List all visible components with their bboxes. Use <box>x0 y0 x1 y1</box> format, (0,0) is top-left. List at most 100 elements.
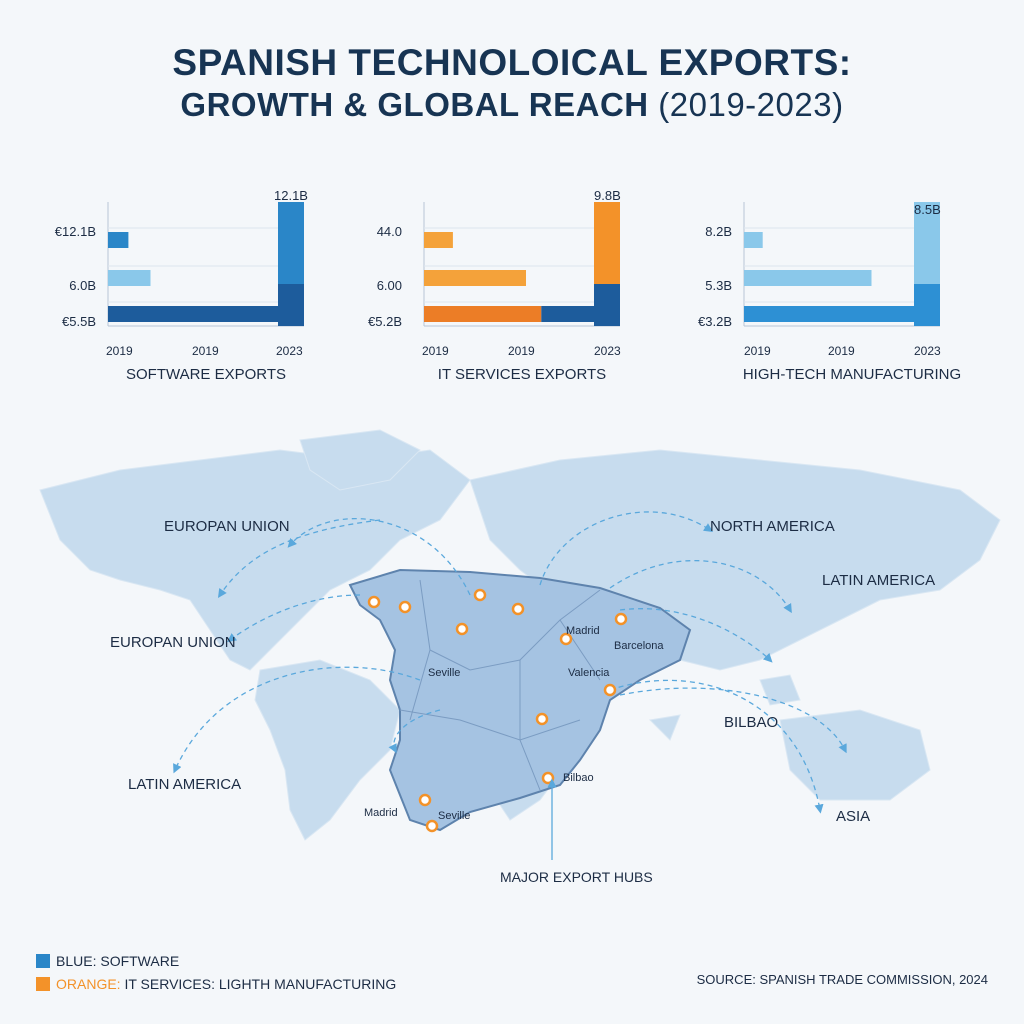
y-label-1: 44.0 <box>376 224 402 239</box>
city-label-valencia: Valencia <box>568 667 610 679</box>
y-label-3: €5.2B <box>368 314 402 329</box>
legend-swatch-blue <box>36 954 50 968</box>
legend-software: BLUE: SOFTWARE <box>36 953 179 969</box>
bar <box>594 284 620 326</box>
chart-it-services-svg <box>423 202 620 327</box>
bar <box>914 284 940 326</box>
bar <box>108 306 304 322</box>
bar <box>914 202 940 284</box>
route-10 <box>619 687 847 754</box>
city-label-madrid: Madrid <box>566 625 600 637</box>
bar <box>278 284 304 326</box>
region-label-bilbao: BILBAO <box>724 714 779 731</box>
legend-swatch-orange <box>36 977 50 991</box>
hub-marker <box>455 622 469 636</box>
bar <box>424 232 453 248</box>
trade-route-arrows <box>173 511 847 814</box>
y-label-1: €12.1B <box>54 224 96 239</box>
bar <box>594 202 620 284</box>
hub-marker <box>425 819 439 833</box>
hub-marker <box>541 771 555 785</box>
source-note: SOURCE: SPANISH TRADE COMMISSION, 2024 <box>696 972 988 987</box>
route-8 <box>619 608 773 663</box>
hub-marker <box>473 588 487 602</box>
bar <box>108 232 129 248</box>
y-label-2: 6.00 <box>376 278 402 293</box>
export-hub-markers <box>367 588 628 833</box>
route-2 <box>217 519 381 599</box>
world-map <box>39 429 1001 860</box>
top-value-label: 12.1B <box>274 188 308 203</box>
bar <box>744 232 763 248</box>
route-1 <box>287 517 471 596</box>
hub-marker <box>418 793 432 807</box>
city-label-madrid-south: Madrid <box>364 807 398 819</box>
city-label-seville: Seville <box>428 667 461 679</box>
title-years: (2019-2023) <box>658 86 844 123</box>
chart-high-tech-manufacturing: 8.5B 8.2B 5.3B €3.2B 2019 2019 2023 HIGH… <box>682 186 961 386</box>
hub-marker <box>398 600 412 614</box>
legend-orange-rest: IT SERVICES: LIGHTH MANUFACTURING <box>120 976 397 992</box>
y-label-3: €5.5B <box>62 314 96 329</box>
australia-shape <box>779 709 931 801</box>
x-label-1: 2019 <box>422 344 449 358</box>
region-label-north-america: NORTH AMERICA <box>710 518 835 535</box>
route-4 <box>173 666 421 774</box>
greenland-shape <box>299 429 421 491</box>
x-label-2: 2019 <box>828 344 855 358</box>
title-line-2-main: GROWTH & GLOBAL REACH <box>180 86 649 123</box>
region-label-latin-america-left: LATIN AMERICA <box>128 776 242 793</box>
route-9 <box>609 679 824 814</box>
legend-orange-label: ORANGE: <box>56 976 121 992</box>
chart-high-tech-svg <box>743 202 940 327</box>
legend-blue-label: BLUE: SOFTWARE <box>56 953 180 969</box>
route-7 <box>609 560 792 614</box>
bar <box>278 202 304 284</box>
x-label-1: 2019 <box>106 344 133 358</box>
route-3 <box>227 594 361 643</box>
region-label-eu-top: EUROPAN UNION <box>164 518 290 535</box>
y-label-1: 8.2B <box>705 224 732 239</box>
hub-marker <box>603 683 617 697</box>
chart-it-services-exports: 9.8B 44.0 6.00 €5.2B 2019 2019 2023 IT S… <box>362 186 632 386</box>
legend-it-services: ORANGE: IT SERVICES: LIGHTH MANUFACTURIN… <box>36 976 396 992</box>
spain-map <box>348 568 692 832</box>
bar <box>744 306 940 322</box>
title-line-2: GROWTH & GLOBAL REACH (2019-2023) <box>0 86 1024 124</box>
chart-title: IT SERVICES EXPORTS <box>437 366 607 383</box>
top-value-label: 8.5B <box>914 202 941 217</box>
bar <box>744 270 872 286</box>
islands-shape <box>648 674 801 741</box>
city-label-seville-south: Seville <box>438 810 471 822</box>
bar <box>424 306 542 322</box>
bar <box>108 270 151 286</box>
chart-software-exports: 12.1B €12.1B 6.0B €5.5B 2019 2019 2023 S… <box>46 186 316 386</box>
south-america-shape <box>254 659 401 841</box>
x-label-1: 2019 <box>744 344 771 358</box>
region-label-eu-left: EUROPAN UNION <box>110 634 236 651</box>
top-value-label: 9.8B <box>594 188 621 203</box>
spain-province-borders <box>399 579 601 791</box>
hub-marker <box>614 612 628 626</box>
chart-title: HIGH-TECH MANUFACTURING <box>742 366 962 383</box>
hub-marker <box>559 632 573 646</box>
x-label-2: 2019 <box>508 344 535 358</box>
city-label-barcelona: Barcelona <box>614 640 664 652</box>
y-label-2: 5.3B <box>705 278 732 293</box>
hub-marker <box>535 712 549 726</box>
y-label-3: €3.2B <box>698 314 732 329</box>
x-label-3: 2023 <box>594 344 621 358</box>
x-label-3: 2023 <box>914 344 941 358</box>
x-label-3: 2023 <box>276 344 303 358</box>
region-label-latin-america-right: LATIN AMERICA <box>822 572 936 589</box>
route-5 <box>388 709 441 754</box>
region-label-asia: ASIA <box>836 808 871 825</box>
chart-software-svg <box>107 202 304 327</box>
city-label-bilbao: Bilbao <box>563 772 594 784</box>
hub-marker <box>367 595 381 609</box>
x-label-2: 2019 <box>192 344 219 358</box>
route-6 <box>539 511 714 586</box>
chart-title: SOFTWARE EXPORTS <box>125 366 287 383</box>
major-export-hubs-label: MAJOR EXPORT HUBS <box>500 869 653 885</box>
hub-marker <box>511 602 525 616</box>
